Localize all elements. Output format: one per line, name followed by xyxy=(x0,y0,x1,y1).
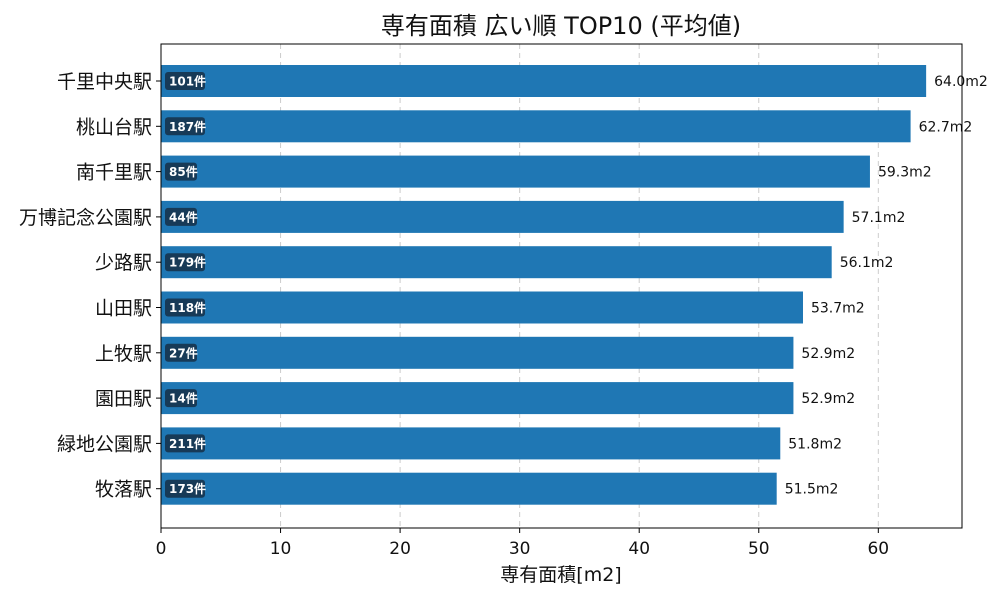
count-badge xyxy=(165,253,205,272)
bar-value-label: 64.0m2 xyxy=(934,74,988,90)
count-label: 173件 xyxy=(169,481,206,496)
count-badge xyxy=(165,72,205,90)
y-tick-label: 園田駅 xyxy=(95,388,152,410)
x-tick-label: 0 xyxy=(156,539,167,559)
count-label: 187件 xyxy=(169,119,206,134)
bar-value-label: 52.9m2 xyxy=(801,391,855,407)
bar xyxy=(161,291,803,324)
count-badge xyxy=(165,434,205,453)
x-tick-label: 50 xyxy=(748,539,770,559)
bar-value-label: 52.9m2 xyxy=(801,346,855,362)
bar xyxy=(161,65,927,97)
bar xyxy=(161,427,781,460)
bar-value-label: 51.8m2 xyxy=(788,436,842,452)
count-label: 211件 xyxy=(169,436,206,451)
bar xyxy=(161,472,777,505)
axes: 0 10 20 30 40 50 60 千里中央駅桃山台駅南千里駅万博記念公園駅少路駅山田駅上… xyxy=(19,71,889,559)
bar-value-label: 53.7m2 xyxy=(811,301,865,317)
bar-value-label: 62.7m2 xyxy=(919,119,973,135)
count-badge xyxy=(165,389,197,408)
count-badge xyxy=(165,207,197,226)
count-label: 118件 xyxy=(169,300,206,315)
count-label: 27件 xyxy=(169,345,198,360)
count-badge xyxy=(165,479,205,498)
count-badge xyxy=(165,343,197,362)
count-label: 179件 xyxy=(169,255,206,270)
count-label: 85件 xyxy=(169,164,198,179)
bar-value-label: 56.1m2 xyxy=(840,255,894,271)
bar xyxy=(161,155,870,188)
bar xyxy=(161,246,832,279)
bar-value-label: 51.5m2 xyxy=(785,482,839,498)
y-tick-label: 桃山台駅 xyxy=(76,116,152,138)
bar-value-label: 57.1m2 xyxy=(852,210,906,226)
count-badge xyxy=(165,298,205,317)
bars: 64.0m2 101件 62.7m2 187件 59.3m2 85件 57.1m2 44件 56… xyxy=(161,65,988,505)
x-tick-label: 20 xyxy=(389,539,411,559)
y-tick-label: 上牧駅 xyxy=(95,343,152,365)
bar xyxy=(161,110,911,143)
y-tick-label: 万博記念公園駅 xyxy=(19,206,152,229)
bar xyxy=(161,200,844,233)
x-tick-label: 40 xyxy=(628,539,650,559)
chart-title: 専有面積 広い順 TOP10 (平均値) xyxy=(381,12,741,40)
x-tick-label: 60 xyxy=(867,539,889,559)
y-tick-label: 少路駅 xyxy=(95,252,152,274)
count-label: 101件 xyxy=(169,74,206,89)
count-label: 14件 xyxy=(169,391,198,406)
bar xyxy=(161,336,794,369)
y-tick-label: 南千里駅 xyxy=(76,162,152,184)
bar xyxy=(161,382,794,415)
x-tick-label: 30 xyxy=(509,539,531,559)
x-axis-label: 専有面積[m2] xyxy=(500,564,621,586)
plot-area-frame xyxy=(160,43,963,529)
y-tick-label: 緑地公園駅 xyxy=(57,433,152,455)
y-tick-label: 千里中央駅 xyxy=(57,71,152,93)
y-tick-label: 山田駅 xyxy=(95,298,152,320)
count-label: 44件 xyxy=(169,209,198,224)
count-badge xyxy=(165,117,205,136)
y-tick-label: 牧落駅 xyxy=(95,479,152,501)
count-badge xyxy=(165,162,197,181)
x-tick-label: 10 xyxy=(270,539,292,559)
bar-value-label: 59.3m2 xyxy=(878,165,932,181)
